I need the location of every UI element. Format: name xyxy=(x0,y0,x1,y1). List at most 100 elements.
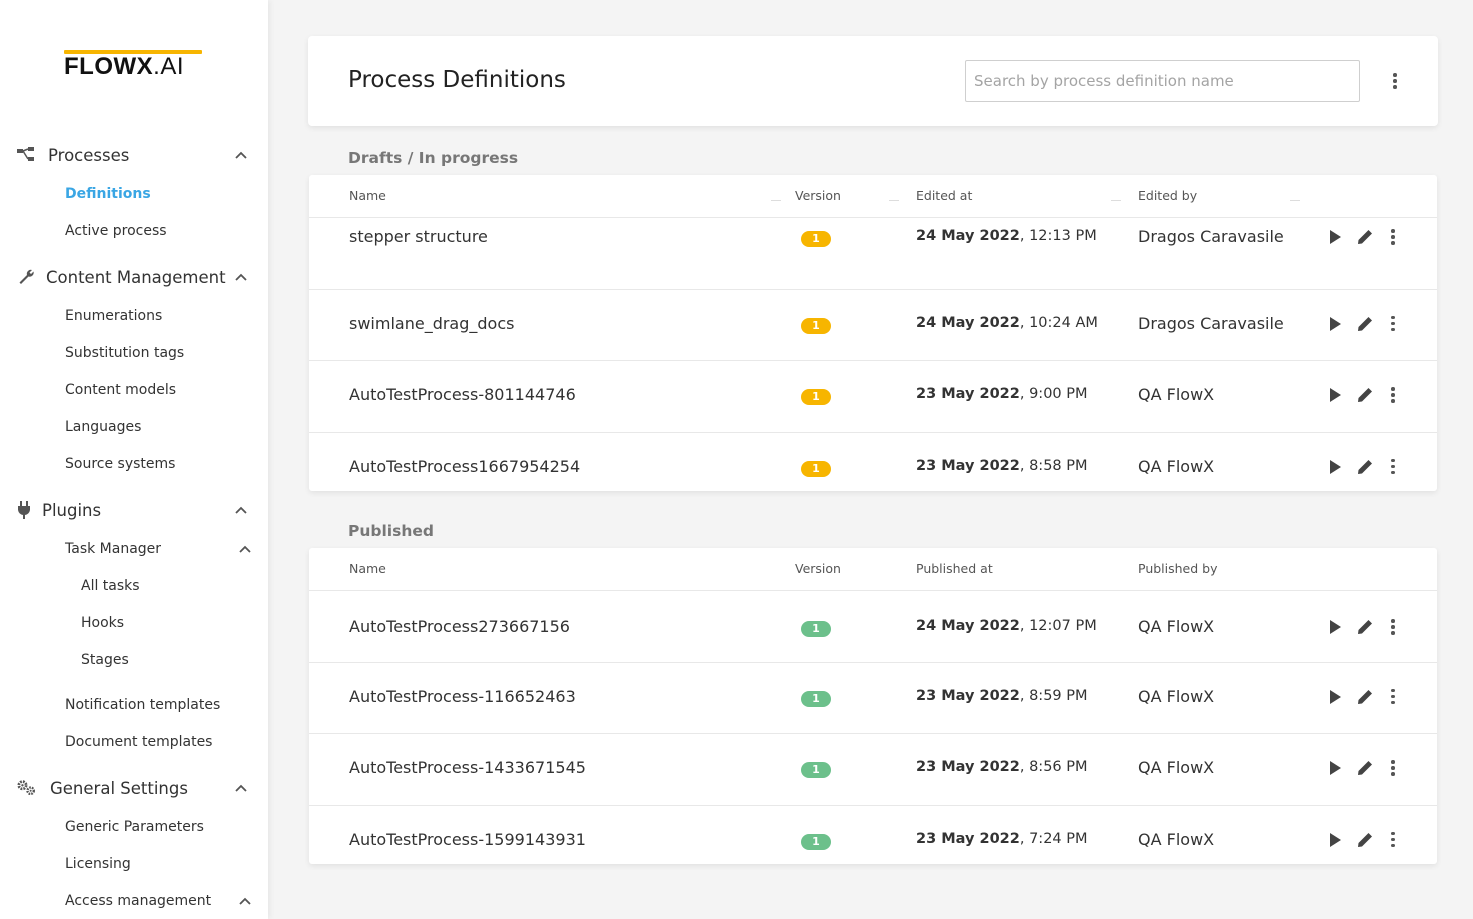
column-header-edited-by[interactable]: Edited by xyxy=(1138,188,1198,203)
edit-pencil-icon[interactable] xyxy=(1356,759,1374,777)
process-name[interactable]: AutoTestProcess-1599143931 xyxy=(349,829,586,849)
sidebar-item-stages[interactable]: Stages xyxy=(81,652,129,668)
play-icon[interactable] xyxy=(1326,688,1344,706)
edit-pencil-icon[interactable] xyxy=(1356,386,1374,404)
table-header: Name Version Edited at Edited by xyxy=(309,175,1437,218)
column-header-name[interactable]: Name xyxy=(349,188,386,203)
table-row[interactable]: swimlane_drag_docs 1 24 May 2022, 10:24 AM… xyxy=(309,290,1437,361)
column-header-version[interactable]: Version xyxy=(795,561,841,576)
chevron-up-icon[interactable] xyxy=(233,502,249,518)
table-row[interactable]: stepper structure 1 24 May 2022, 12:13 PM D… xyxy=(309,218,1437,290)
version-badge: 1 xyxy=(801,762,831,778)
logo-text: FLOWX.AI xyxy=(64,53,184,81)
user-cell: Dragos Caravasile xyxy=(1138,227,1284,246)
search-input[interactable] xyxy=(965,60,1360,102)
sidebar-item-licensing[interactable]: Licensing xyxy=(65,856,131,872)
play-icon[interactable] xyxy=(1326,315,1344,333)
logo-text-light: .AI xyxy=(153,53,184,80)
page-header: Process Definitions xyxy=(308,36,1438,126)
process-name[interactable]: AutoTestProcess-1433671545 xyxy=(349,758,586,777)
flowx-logo[interactable]: FLOWX.AI xyxy=(64,48,204,82)
row-more-options-icon[interactable] xyxy=(1384,458,1402,476)
row-more-options-icon[interactable] xyxy=(1384,688,1402,706)
table-row[interactable]: AutoTestProcess273667156 1 24 May 2022, 12… xyxy=(309,591,1437,663)
table-row[interactable]: AutoTestProcess-116652463 1 23 May 2022, 8… xyxy=(309,663,1437,734)
play-icon[interactable] xyxy=(1326,228,1344,246)
kebab-dots xyxy=(1385,227,1401,247)
date-value: 24 May 2022 xyxy=(916,618,1020,634)
chevron-up-icon[interactable] xyxy=(237,893,253,909)
version-badge: 1 xyxy=(801,690,831,707)
date-cell: 24 May 2022, 12:13 PM xyxy=(916,228,1097,244)
row-more-options-icon[interactable] xyxy=(1384,228,1402,246)
subgroup-label: Task Manager xyxy=(65,541,162,557)
process-name[interactable]: stepper structure xyxy=(349,227,488,246)
row-more-options-icon[interactable] xyxy=(1384,618,1402,636)
process-name[interactable]: AutoTestProcess1667954254 xyxy=(349,456,581,476)
sidebar-item-definitions[interactable]: Definitions xyxy=(65,186,151,202)
row-more-options-icon[interactable] xyxy=(1384,386,1402,404)
sidebar-item-all-tasks[interactable]: All tasks xyxy=(81,578,140,594)
sidebar-item-generic-parameters[interactable]: Generic Parameters xyxy=(65,819,204,835)
sidebar-item-enumerations[interactable]: Enumerations xyxy=(65,308,163,324)
version-badge: 1 xyxy=(801,389,831,405)
sidebar-item-source-systems[interactable]: Source systems xyxy=(65,456,176,472)
sidebar-item-notification-templates[interactable]: Notification templates xyxy=(65,697,221,713)
date-value: 23 May 2022 xyxy=(916,457,1020,474)
row-more-options-icon[interactable] xyxy=(1384,831,1402,849)
column-header-edited-at[interactable]: Edited at xyxy=(916,188,973,203)
nav-group-processes[interactable]: Processes xyxy=(0,140,268,170)
sidebar-item-document-templates[interactable]: Document templates xyxy=(65,734,213,750)
sidebar-subgroup-access-management[interactable]: Access management xyxy=(65,890,260,912)
sidebar-subgroup-task-manager[interactable]: Task Manager xyxy=(65,538,260,560)
sidebar-item-languages[interactable]: Languages xyxy=(65,419,142,435)
sidebar-item-active-process[interactable]: Active process xyxy=(65,223,167,239)
edit-pencil-icon[interactable] xyxy=(1356,618,1374,636)
row-more-options-icon[interactable] xyxy=(1384,315,1402,333)
play-icon[interactable] xyxy=(1326,618,1344,636)
nav-group-content-management[interactable]: Content Management xyxy=(0,262,268,292)
row-more-options-icon[interactable] xyxy=(1384,759,1402,777)
play-icon[interactable] xyxy=(1326,831,1344,849)
sidebar: FLOWX.AI Processes Definitions Active pr… xyxy=(0,0,268,919)
sidebar-item-substitution-tags[interactable]: Substitution tags xyxy=(65,345,185,361)
process-name[interactable]: AutoTestProcess-116652463 xyxy=(349,686,576,706)
play-icon[interactable] xyxy=(1326,458,1344,476)
column-divider xyxy=(1111,200,1121,201)
published-rows: AutoTestProcess273667156 1 24 May 2022, 12… xyxy=(309,591,1437,864)
process-name[interactable]: swimlane_drag_docs xyxy=(349,313,515,333)
column-header-published-by[interactable]: Published by xyxy=(1138,561,1218,576)
logo-accent-bar xyxy=(64,50,202,54)
table-row[interactable]: AutoTestProcess1667954254 1 23 May 2022, 8… xyxy=(309,433,1437,492)
column-divider xyxy=(1290,200,1300,201)
date-cell: 24 May 2022, 10:24 AM xyxy=(916,315,1098,331)
edit-pencil-icon[interactable] xyxy=(1356,831,1374,849)
chevron-up-icon[interactable] xyxy=(237,541,253,557)
table-row[interactable]: AutoTestProcess-1433671545 1 23 May 2022, … xyxy=(309,734,1437,806)
edit-pencil-icon[interactable] xyxy=(1356,228,1374,246)
edit-pencil-icon[interactable] xyxy=(1356,315,1374,333)
logo-text-bold: FLOWX xyxy=(64,53,154,80)
column-divider xyxy=(771,200,781,201)
process-name[interactable]: AutoTestProcess273667156 xyxy=(349,617,570,636)
process-name[interactable]: AutoTestProcess-801144746 xyxy=(349,385,576,404)
chevron-up-icon[interactable] xyxy=(233,147,249,163)
nav-group-general-settings[interactable]: General Settings xyxy=(0,773,268,803)
play-icon[interactable] xyxy=(1326,759,1344,777)
column-header-published-at[interactable]: Published at xyxy=(916,561,993,576)
edit-pencil-icon[interactable] xyxy=(1356,688,1374,706)
column-header-name[interactable]: Name xyxy=(349,561,386,576)
drafts-table: Name Version Edited at Edited by stepper… xyxy=(309,175,1437,491)
chevron-up-icon[interactable] xyxy=(233,269,249,285)
more-options-icon[interactable] xyxy=(1387,71,1403,91)
sidebar-item-hooks[interactable]: Hooks xyxy=(81,615,125,631)
table-row[interactable]: AutoTestProcess-801144746 1 23 May 2022, 9… xyxy=(309,361,1437,433)
nav-group-plugins[interactable]: Plugins xyxy=(0,495,268,525)
chevron-up-icon[interactable] xyxy=(233,780,249,796)
column-header-version[interactable]: Version xyxy=(795,188,841,203)
user-cell: QA FlowX xyxy=(1138,829,1215,849)
play-icon[interactable] xyxy=(1326,386,1344,404)
edit-pencil-icon[interactable] xyxy=(1356,458,1374,476)
sidebar-item-content-models[interactable]: Content models xyxy=(65,382,177,398)
table-row[interactable]: AutoTestProcess-1599143931 1 23 May 2022, … xyxy=(309,806,1437,865)
